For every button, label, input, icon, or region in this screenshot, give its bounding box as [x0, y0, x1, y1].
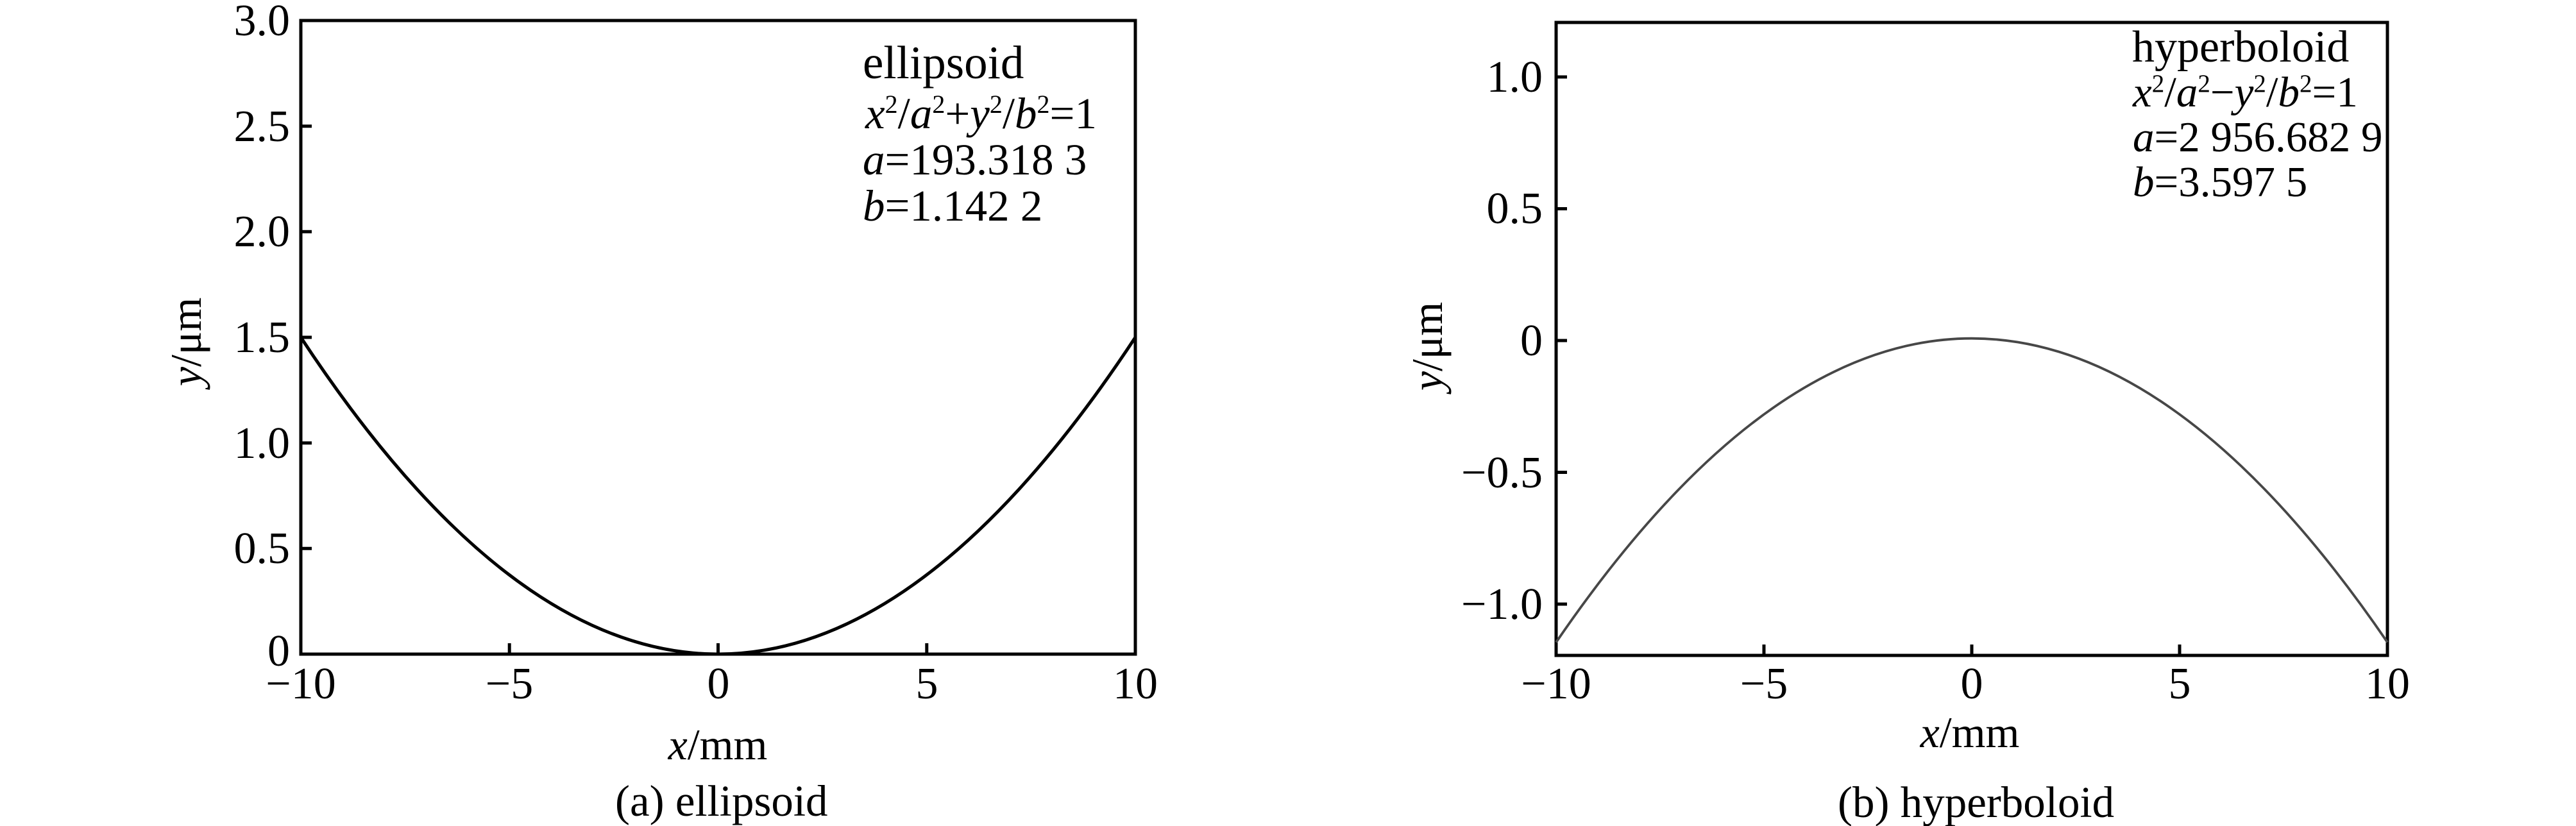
svg-text:5: 5: [2169, 659, 2191, 709]
svg-text:1.5: 1.5: [234, 313, 291, 362]
svg-text:0: 0: [1520, 316, 1543, 366]
svg-text:−5: −5: [1740, 659, 1788, 709]
svg-text:x2/a2+y2/b2=1: x2/a2+y2/b2=1: [865, 89, 1097, 138]
svg-text:a=193.318 3: a=193.318 3: [863, 135, 1087, 184]
svg-text:−1.0: −1.0: [1461, 580, 1543, 629]
svg-text:−10: −10: [1521, 659, 1591, 709]
svg-text:0.5: 0.5: [1487, 184, 1543, 233]
svg-text:y/μm: y/μm: [162, 298, 210, 390]
svg-text:0: 0: [708, 659, 730, 709]
svg-text:x/mm: x/mm: [1920, 708, 2020, 757]
svg-text:2.5: 2.5: [234, 102, 291, 151]
svg-text:3.0: 3.0: [234, 0, 291, 46]
svg-text:2.0: 2.0: [234, 207, 291, 257]
svg-text:(b) hyperboloid: (b) hyperboloid: [1838, 778, 2114, 826]
svg-text:10: 10: [1113, 659, 1158, 709]
svg-text:0: 0: [267, 627, 290, 676]
svg-text:x2/a2−y2/b2=1: x2/a2−y2/b2=1: [2132, 69, 2358, 116]
svg-text:0.5: 0.5: [234, 524, 291, 573]
svg-text:b=1.142 2: b=1.142 2: [863, 181, 1042, 230]
svg-text:(a) ellipsoid: (a) ellipsoid: [615, 777, 828, 825]
svg-text:1.0: 1.0: [1487, 53, 1543, 102]
svg-text:ellipsoid: ellipsoid: [863, 37, 1024, 88]
svg-text:0: 0: [1961, 659, 1983, 709]
svg-text:−5: −5: [486, 659, 533, 709]
svg-text:−0.5: −0.5: [1461, 448, 1543, 498]
svg-text:1.0: 1.0: [234, 419, 291, 468]
svg-text:b=3.597 5: b=3.597 5: [2133, 158, 2307, 206]
svg-text:hyperboloid: hyperboloid: [2132, 22, 2349, 72]
svg-text:y/μm: y/μm: [1403, 302, 1452, 394]
svg-text:a=2 956.682 9: a=2 956.682 9: [2133, 114, 2383, 161]
svg-text:−10: −10: [266, 659, 335, 709]
svg-text:5: 5: [916, 659, 938, 709]
svg-text:10: 10: [2365, 659, 2410, 709]
svg-text:x/mm: x/mm: [668, 720, 768, 769]
